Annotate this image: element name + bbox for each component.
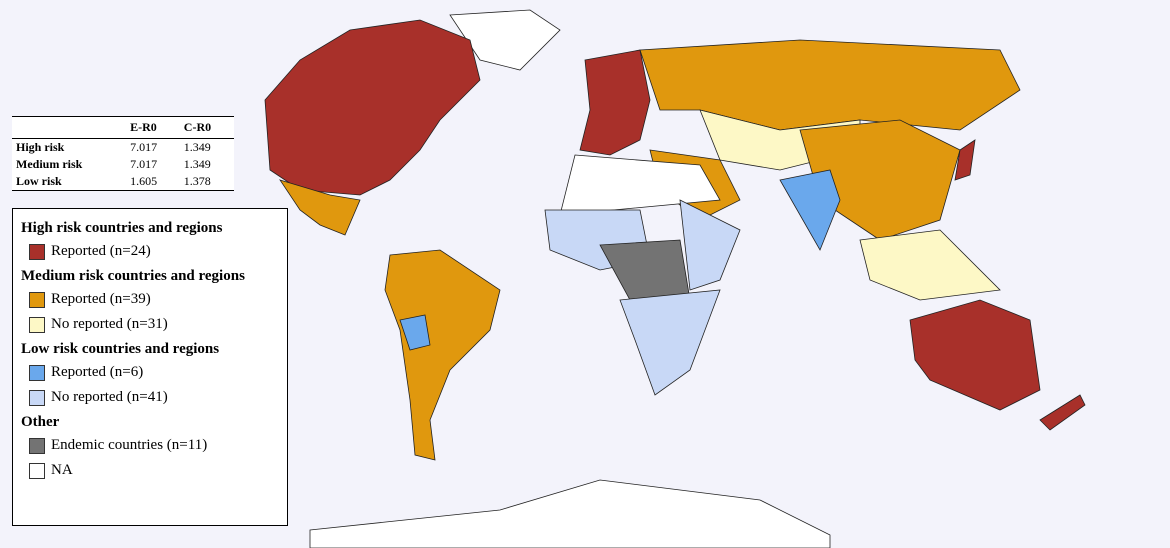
legend-group-title: Low risk countries and regions [21, 341, 220, 357]
legend-swatch [29, 389, 45, 406]
greenland [449, 9, 561, 71]
central-america [279, 179, 361, 236]
row-label: High risk [16, 140, 65, 154]
header-corner [12, 116, 127, 139]
east-africa [679, 199, 741, 291]
south-america [384, 249, 501, 461]
row-label: Low risk [12, 173, 127, 191]
russia [639, 39, 1021, 131]
cell-value: 1.605 [126, 173, 180, 191]
legend-label: Endemic countries (n=11) [51, 437, 208, 453]
table-row: Low risk 1.605 1.378 [12, 173, 234, 191]
column-header: C-R0 [179, 116, 234, 139]
legend-group-title: Other [21, 414, 60, 430]
north-america [264, 19, 481, 196]
legend-item: Endemic countries (n=11) [29, 437, 279, 454]
central-africa [599, 239, 691, 301]
table-row: High risk 7.017 1.349 [12, 139, 234, 157]
legend-swatch [29, 462, 45, 479]
southern-africa [619, 289, 721, 396]
legend-item: No reported (n=41) [29, 389, 279, 406]
legend-label: No reported (n=31) [51, 316, 168, 332]
japan [954, 139, 976, 181]
legend-item: Reported (n=6) [29, 364, 279, 381]
column-header: E-R0 [126, 116, 180, 139]
cell-value: 7.017 [130, 140, 158, 154]
legend-item: Reported (n=39) [29, 291, 279, 308]
legend-swatch [29, 437, 45, 454]
cell-value: 1.349 [183, 140, 211, 154]
legend: High risk countries and regions Reported … [12, 208, 288, 526]
cell-value: 7.017 [130, 157, 158, 171]
legend-item: No reported (n=31) [29, 316, 279, 333]
legend-swatch [29, 364, 45, 381]
legend-label: NA [51, 462, 73, 478]
r0-table: E-R0 C-R0 High risk 7.017 1.349 Medium risk 7… [12, 116, 234, 191]
antarctica [309, 479, 831, 548]
legend-label: Reported (n=6) [51, 364, 144, 380]
cell-value: 1.349 [183, 157, 211, 171]
legend-label: Reported (n=24) [51, 243, 151, 259]
legend-item: NA [29, 462, 279, 479]
row-label: Medium risk [16, 157, 83, 171]
legend-swatch [29, 316, 45, 333]
legend-group-title: Medium risk countries and regions [21, 268, 245, 284]
europe [579, 49, 651, 156]
legend-swatch [29, 243, 45, 260]
india [779, 169, 841, 251]
legend-group-title: High risk countries and regions [21, 220, 223, 236]
australia [909, 299, 1041, 411]
legend-swatch [29, 291, 45, 308]
cell-value: 1.378 [179, 173, 234, 191]
legend-label: Reported (n=39) [51, 291, 151, 307]
legend-item: Reported (n=24) [29, 243, 279, 260]
table-header: E-R0 C-R0 [12, 116, 234, 139]
table-row: Medium risk 7.017 1.349 [12, 156, 234, 173]
southeast-asia [859, 229, 1001, 301]
legend-label: No reported (n=41) [51, 389, 168, 405]
new-zealand [1039, 394, 1086, 431]
bolivia [399, 314, 431, 351]
